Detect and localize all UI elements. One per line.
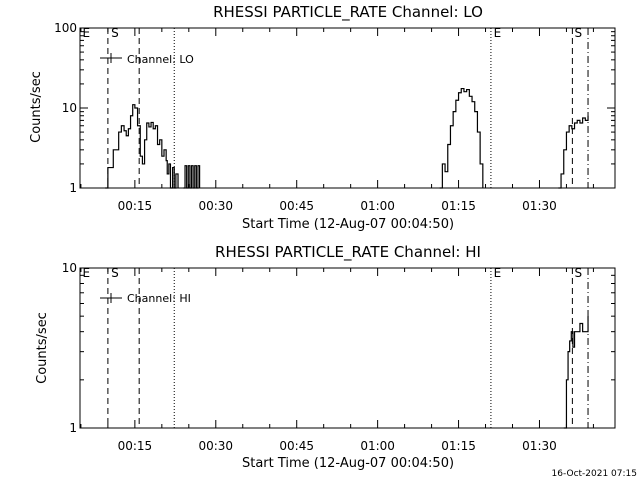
hi-legend-label: Channel: HI: [127, 292, 191, 305]
lo-y-tick-label: 100: [54, 21, 77, 35]
lo-x-tick-label: 01:30: [522, 199, 557, 213]
lo-x-tick-label: 01:15: [441, 199, 476, 213]
lo-series-line: [105, 104, 179, 189]
hi-y-tick-label: 10: [62, 261, 77, 275]
hi-panel-title: RHESSI PARTICLE_RATE Channel: HI: [215, 243, 481, 262]
lo-y-tick-label: 10: [62, 101, 77, 115]
lo-panel-title: RHESSI PARTICLE_RATE Channel: LO: [213, 3, 483, 22]
lo-series-line: [183, 165, 201, 189]
hi-marker-label: S: [111, 266, 119, 280]
hi-marker-label: E: [83, 266, 91, 280]
hi-y-tick-label: 1: [69, 421, 77, 435]
hi-marker-label: S: [575, 266, 583, 280]
lo-x-tick-label: 00:45: [279, 199, 314, 213]
hi-plot-frame: [79, 267, 616, 429]
hi-x-tick-label: 00:15: [118, 439, 153, 453]
lo-marker-label: E: [83, 26, 91, 40]
lo-marker-label: S: [575, 26, 583, 40]
lo-marker-label: E: [494, 26, 502, 40]
lo-panel-ylabel: Counts/sec: [29, 71, 44, 143]
hi-panel-xlabel: Start Time (12-Aug-07 00:04:50): [242, 456, 454, 471]
hi-series-line: [563, 316, 589, 429]
hi-x-tick-label: 01:15: [441, 439, 476, 453]
hi-channel-panel: RHESSI PARTICLE_RATE Channel: HI Start T…: [35, 243, 616, 471]
lo-x-tick-label: 00:15: [118, 199, 153, 213]
hi-x-tick-label: 01:30: [522, 439, 557, 453]
timestamp: 16-Oct-2021 07:15: [552, 469, 637, 479]
hi-x-tick-label: 00:45: [279, 439, 314, 453]
lo-x-tick-label: 01:00: [360, 199, 395, 213]
lo-panel-xlabel: Start Time (12-Aug-07 00:04:50): [242, 217, 454, 232]
lo-series-line: [439, 87, 484, 189]
lo-series-line: [558, 115, 589, 189]
hi-x-tick-label: 00:30: [198, 439, 233, 453]
lo-marker-label: S: [111, 26, 119, 40]
lo-x-tick-label: 00:30: [198, 199, 233, 213]
lo-channel-panel: RHESSI PARTICLE_RATE Channel: LO Start T…: [29, 3, 616, 232]
lo-y-tick-label: 1: [69, 181, 77, 195]
lo-legend-label: Channel: LO: [127, 53, 194, 66]
hi-marker-label: E: [494, 266, 502, 280]
hi-panel-ylabel: Counts/sec: [35, 312, 50, 384]
hi-x-tick-label: 01:00: [360, 439, 395, 453]
